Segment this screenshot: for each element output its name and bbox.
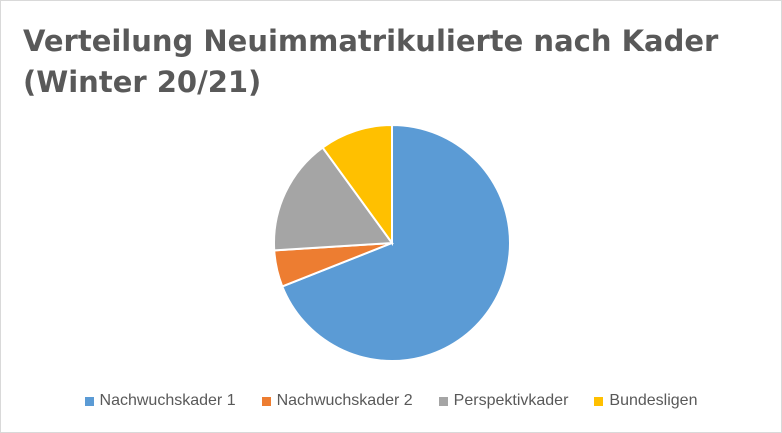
legend: Nachwuchskader 1 Nachwuchskader 2 Perspekt… <box>1 392 781 410</box>
legend-item: Nachwuchskader 2 <box>261 392 413 410</box>
legend-swatch <box>438 396 448 406</box>
legend-swatch <box>84 396 94 406</box>
pie-slice-bundesligen <box>321 123 393 247</box>
legend-label: Nachwuchskader 1 <box>99 392 236 409</box>
legend-label: Perspektivkader <box>453 392 569 409</box>
pie-slice-nachwuchskader-1 <box>280 123 511 362</box>
legend-item: Perspektivkader <box>438 392 569 410</box>
legend-item: Bundesligen <box>594 392 697 410</box>
legend-swatch <box>594 396 604 406</box>
pie-slice-perspektivkader <box>273 146 394 252</box>
legend-label: Nachwuchskader 2 <box>276 392 413 409</box>
legend-item: Nachwuchskader 1 <box>84 392 236 410</box>
legend-swatch <box>261 396 271 406</box>
legend-label: Bundesligen <box>609 392 698 409</box>
chart-title: Verteilung Neuimmatrikulierte nach Kader… <box>23 24 719 99</box>
